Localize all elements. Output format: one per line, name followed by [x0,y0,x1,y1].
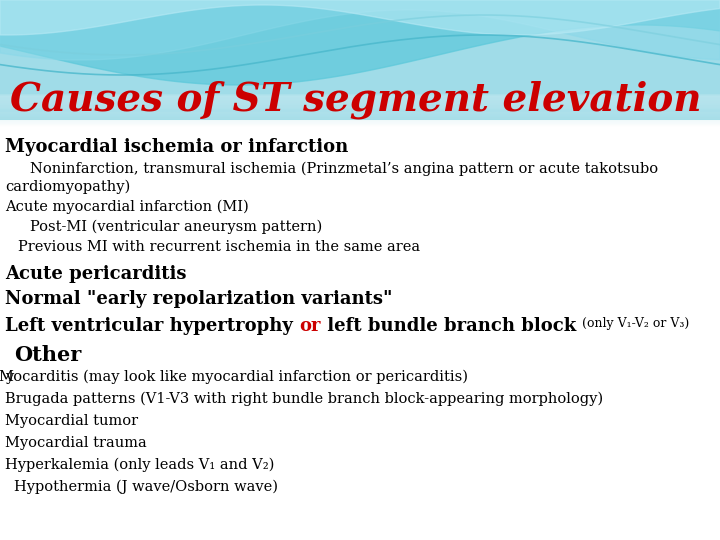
Text: Acute pericarditis: Acute pericarditis [5,265,186,283]
Text: Previous MI with recurrent ischemia in the same area: Previous MI with recurrent ischemia in t… [18,240,420,254]
Text: Noninfarction, transmural ischemia (Prinzmetal’s angina pattern or acute takotsu: Noninfarction, transmural ischemia (Prin… [30,162,658,177]
Bar [0,0,720,120]
Text: cardiomyopathy): cardiomyopathy) [5,180,130,194]
Text: left bundle branch block: left bundle branch block [320,317,582,335]
Text: or: or [299,317,320,335]
Text: Normal "early repolarization variants": Normal "early repolarization variants" [5,290,392,308]
Text: Causes of ST segment elevation: Causes of ST segment elevation [10,81,701,119]
Text: Myocardial trauma: Myocardial trauma [5,436,147,450]
Text: Myocardial ischemia or infarction: Myocardial ischemia or infarction [5,138,348,156]
Text: Hypothermia (J wave/Osborn wave): Hypothermia (J wave/Osborn wave) [14,480,278,495]
Text: Myocardial tumor: Myocardial tumor [5,414,138,428]
Text: M: M [0,370,13,384]
Text: Hyperkalemia (only leads V₁ and V₂): Hyperkalemia (only leads V₁ and V₂) [5,458,274,472]
Polygon shape [0,0,720,85]
Polygon shape [0,0,720,60]
Polygon shape [0,0,720,35]
Text: (only V₁-V₂ or V₃): (only V₁-V₂ or V₃) [582,317,689,330]
Text: Brugada patterns (V1-V3 with right bundle branch block-appearing morphology): Brugada patterns (V1-V3 with right bundl… [5,392,603,407]
Text: Other: Other [14,345,81,365]
Text: Post-MI (ventricular aneurysm pattern): Post-MI (ventricular aneurysm pattern) [30,220,323,234]
Text: Left ventricular hypertrophy: Left ventricular hypertrophy [5,317,299,335]
Text: Acute myocardial infarction (MI): Acute myocardial infarction (MI) [5,200,248,214]
Text: yocarditis (may look like myocardial infarction or pericarditis): yocarditis (may look like myocardial inf… [5,370,468,384]
